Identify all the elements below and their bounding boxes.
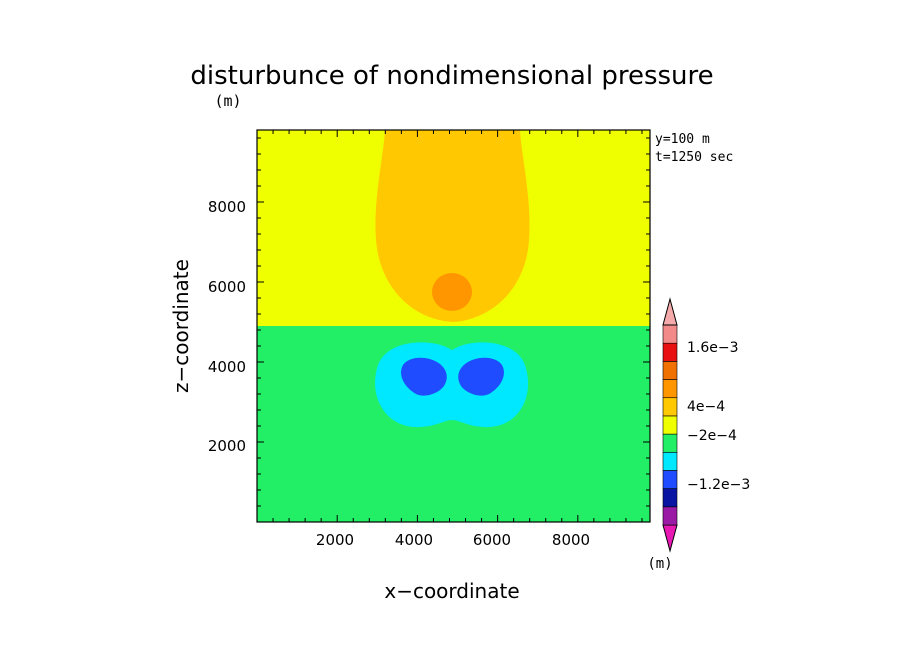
colorbar-label-4: −1.2e−3 xyxy=(687,477,750,493)
x-tick-6000: 6000 xyxy=(473,531,511,549)
colorbar-swatch xyxy=(662,488,678,508)
colorbar-swatch xyxy=(662,451,678,471)
colorbar-swatch xyxy=(662,433,678,453)
y-tick-4000: 4000 xyxy=(208,358,246,376)
plot-area xyxy=(256,129,651,523)
colorbar-swatch xyxy=(662,324,678,344)
colorbar-swatch xyxy=(662,506,678,526)
plume-region xyxy=(375,130,530,322)
interface-dip xyxy=(395,326,505,334)
colorbar-label-2: 4e−4 xyxy=(687,399,725,415)
x-tick-4000: 4000 xyxy=(395,531,433,549)
x-tick-2000: 2000 xyxy=(316,531,354,549)
colorbar-arrow-max xyxy=(662,297,678,326)
chart-title: disturbunce of nondimensional pressure xyxy=(190,61,713,91)
colorbar-swatch xyxy=(662,470,678,489)
colorbar-swatch xyxy=(662,415,678,435)
colorbar-swatch xyxy=(662,342,678,362)
plot-frame xyxy=(256,129,651,523)
annotation-y: y=100 m xyxy=(655,132,710,147)
colorbar-labels: 1.6e−3 4e−4 −2e−4 −1.2e−3 xyxy=(687,340,750,493)
negative-core-right xyxy=(458,357,504,396)
y-tick-6000: 6000 xyxy=(208,278,246,296)
axis-ticks xyxy=(257,130,650,522)
colorbar-label-3: −2e−4 xyxy=(687,428,737,444)
x-tick-labels: 2000 4000 6000 8000 xyxy=(316,531,590,549)
title-unit: (m) xyxy=(214,92,241,110)
x-axis-label: x−coordinate xyxy=(384,579,519,603)
colorbar xyxy=(662,297,678,553)
negative-blob xyxy=(375,342,529,428)
x-tick-8000: 8000 xyxy=(552,531,590,549)
y-axis-label: z−coordinate xyxy=(169,259,193,393)
colorbar-swatch xyxy=(662,397,678,417)
y-tick-labels: 2000 4000 6000 8000 xyxy=(208,198,246,455)
colorbar-swatch xyxy=(662,361,678,380)
colorbar-label-1: 1.6e−3 xyxy=(687,340,739,356)
colorbar-unit: (m) xyxy=(647,556,672,572)
colorbar-swatch xyxy=(662,379,678,399)
y-tick-8000: 8000 xyxy=(208,198,246,216)
negative-core-left xyxy=(401,357,447,396)
y-tick-2000: 2000 xyxy=(208,437,246,455)
annotation-t: t=1250 sec xyxy=(655,150,733,165)
colorbar-arrow-min xyxy=(662,524,678,553)
plume-core xyxy=(432,273,472,311)
